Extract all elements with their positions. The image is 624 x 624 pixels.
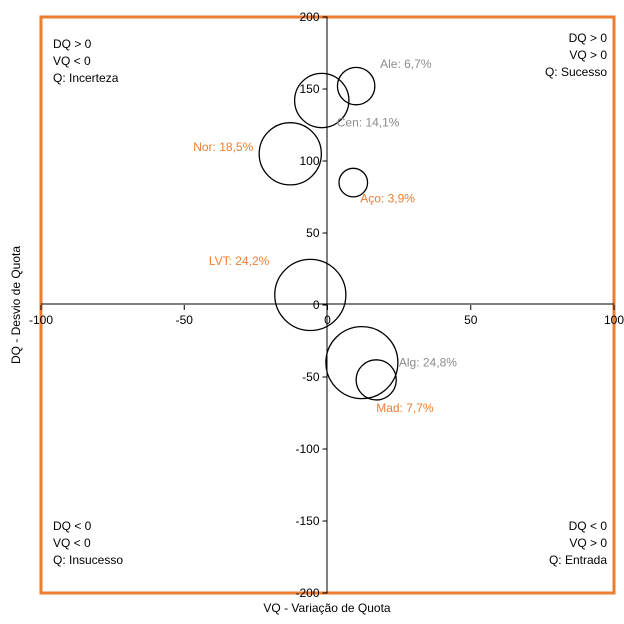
y-tick-label: 100 [299,154,319,168]
bubble-point [258,122,322,186]
quadrant-text: Q: Incerteza [53,71,119,85]
quadrant-text: VQ > 0 [569,48,607,62]
quadrant-text: VQ < 0 [53,54,91,68]
bubble-label: Mad: 7,7% [376,401,434,415]
x-tick-label: -100 [29,313,53,327]
quadrant-text: Q: Insucesso [53,553,123,567]
quadrant-text: DQ > 0 [53,37,92,51]
y-axis-label: DQ - Desvio de Quota [9,246,23,364]
quadrant-text: DQ < 0 [569,519,608,533]
bubble-point [293,72,350,129]
x-axis-label: VQ - Variação de Quota [263,601,391,615]
bubble-point [274,258,347,332]
y-tick-label: -100 [295,442,319,456]
quadrant-text: DQ > 0 [569,31,608,45]
bubble-label: Alg: 24,8% [399,356,457,370]
quadrant-bottom-right: DQ < 0 VQ > 0 Q: Entrada [549,519,607,567]
quadrant-text: Q: Sucesso [545,65,607,79]
y-tick-label: 0 [313,298,320,312]
quadrant-text: DQ < 0 [53,519,92,533]
x-tick-label: -50 [176,313,194,327]
quadrant-text: VQ > 0 [569,536,607,550]
quadrant-text: VQ < 0 [53,536,91,550]
bubble-point [338,167,369,198]
quadrant-top-left: DQ > 0 VQ < 0 Q: Incerteza [53,37,119,85]
y-tick-label: 150 [299,82,319,96]
y-tick-label: -200 [295,586,319,600]
quadrant-top-right: DQ > 0 VQ > 0 Q: Sucesso [545,31,607,79]
ticks-group: -100 -50 0 50 100 -200 -150 -100 -50 0 50 100 150 200 [29,10,624,600]
bubble-point [355,359,397,401]
bubble-label: LVT: 24,2% [209,254,270,268]
bubble-label: Nor: 18,5% [193,140,253,154]
bubble-point [336,66,376,106]
quadrant-text: Q: Entrada [549,553,607,567]
bubbles-group: Ale: 6,7% Cen: 14,1% Nor: 18,5% Aço: 3,9% LV… [193,57,457,415]
quadrant-bottom-left: DQ < 0 VQ < 0 Q: Insucesso [53,519,123,567]
x-tick-label: 0 [324,313,331,327]
y-tick-label: 50 [306,226,320,240]
y-tick-label: -50 [302,370,320,384]
x-tick-label: 50 [464,313,478,327]
bubble-point [325,325,399,400]
x-tick-label: 100 [604,313,624,327]
bubble-label: Cen: 14,1% [337,116,400,130]
bubble-label: Ale: 6,7% [380,57,432,71]
y-tick-label: 200 [299,10,319,24]
bubble-label: Aço: 3,9% [360,192,415,206]
y-tick-label: -150 [295,514,319,528]
